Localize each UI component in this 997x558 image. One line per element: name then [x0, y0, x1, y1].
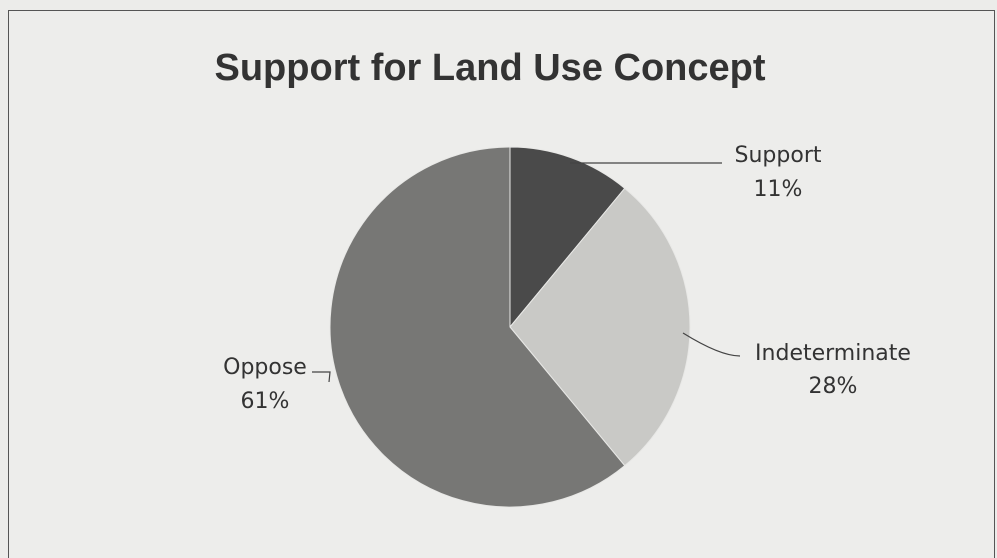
leader-line-oppose	[312, 371, 331, 383]
slice-value-indeterminate: 28%	[809, 374, 858, 399]
chart-title: Support for Land Use Concept	[215, 47, 766, 89]
leader-line-indeterminate	[682, 332, 741, 357]
slice-value-oppose: 61%	[241, 389, 290, 414]
slice-name-oppose: Oppose	[223, 355, 307, 380]
pie-slice-indeterminate	[509, 187, 691, 467]
pie-slice-oppose	[329, 146, 626, 508]
pie-slice-support	[509, 146, 626, 329]
pie-slices	[329, 146, 691, 508]
slice-name-indeterminate: Indeterminate	[755, 341, 911, 366]
slice-name-support: Support	[735, 143, 822, 168]
leader-lines	[312, 162, 741, 383]
slice-value-support: 11%	[754, 177, 803, 202]
